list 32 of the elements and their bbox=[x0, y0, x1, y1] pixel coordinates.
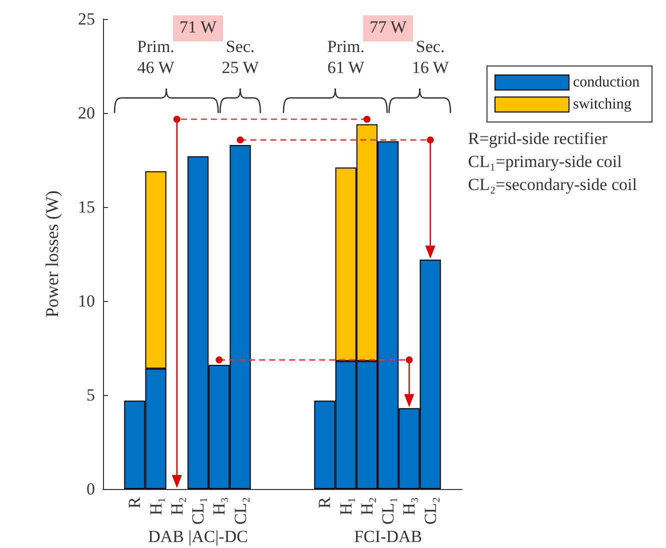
legend-label: conduction bbox=[573, 74, 640, 90]
annotation: Prim. 46 W bbox=[137, 36, 176, 78]
y-tick-label: 25 bbox=[78, 10, 95, 28]
x-tick-label: H₁ bbox=[146, 497, 166, 516]
text: FCI-DAB bbox=[354, 526, 422, 546]
y-tick-label: 15 bbox=[78, 198, 95, 216]
text: CL₁=primary-side coil bbox=[468, 152, 622, 171]
x-tick-label: R bbox=[125, 496, 144, 508]
annotation: Sec. 16 W bbox=[412, 36, 450, 78]
legend-label: switching bbox=[573, 96, 632, 112]
x-tick-label: H₃ bbox=[400, 496, 419, 516]
x-tick-label: CL₁ bbox=[188, 497, 208, 525]
annotation: 77 W bbox=[370, 17, 408, 36]
x-tick-label: H₁ bbox=[336, 497, 356, 516]
annotation: Sec. 25 W bbox=[222, 36, 260, 78]
x-tick-label: H₃ bbox=[210, 496, 229, 516]
y-tick-label: 0 bbox=[86, 480, 95, 498]
annotation: Prim. 61 W bbox=[327, 36, 366, 78]
text: CL₂=secondary-side coil bbox=[468, 174, 638, 194]
x-tick-label: CL₁ bbox=[378, 497, 398, 525]
x-tick-label: H₂ bbox=[357, 497, 376, 516]
text: DAB |AC|-DC bbox=[148, 526, 248, 546]
x-tick-label: R bbox=[315, 496, 334, 508]
annotation: 71 W bbox=[180, 17, 218, 36]
x-tick-label: CL₂ bbox=[230, 497, 250, 525]
x-tick-label: CL₂ bbox=[420, 497, 440, 525]
y-axis-title: Power losses (W) bbox=[42, 190, 62, 318]
text: R=grid-side rectifier bbox=[468, 128, 608, 148]
x-tick-label: H₂ bbox=[167, 497, 186, 516]
y-tick-label: 10 bbox=[78, 292, 95, 310]
y-tick-label: 5 bbox=[86, 386, 95, 404]
y-tick-label: 20 bbox=[78, 104, 95, 122]
